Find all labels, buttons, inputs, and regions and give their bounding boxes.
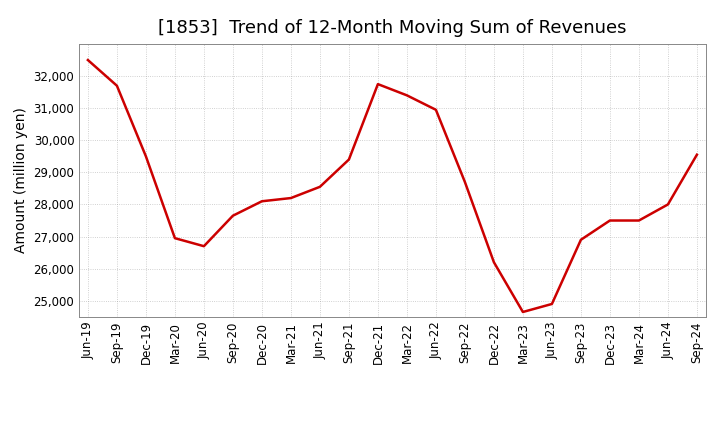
Y-axis label: Amount (million yen): Amount (million yen) <box>14 107 28 253</box>
Title: [1853]  Trend of 12-Month Moving Sum of Revenues: [1853] Trend of 12-Month Moving Sum of R… <box>158 19 626 37</box>
